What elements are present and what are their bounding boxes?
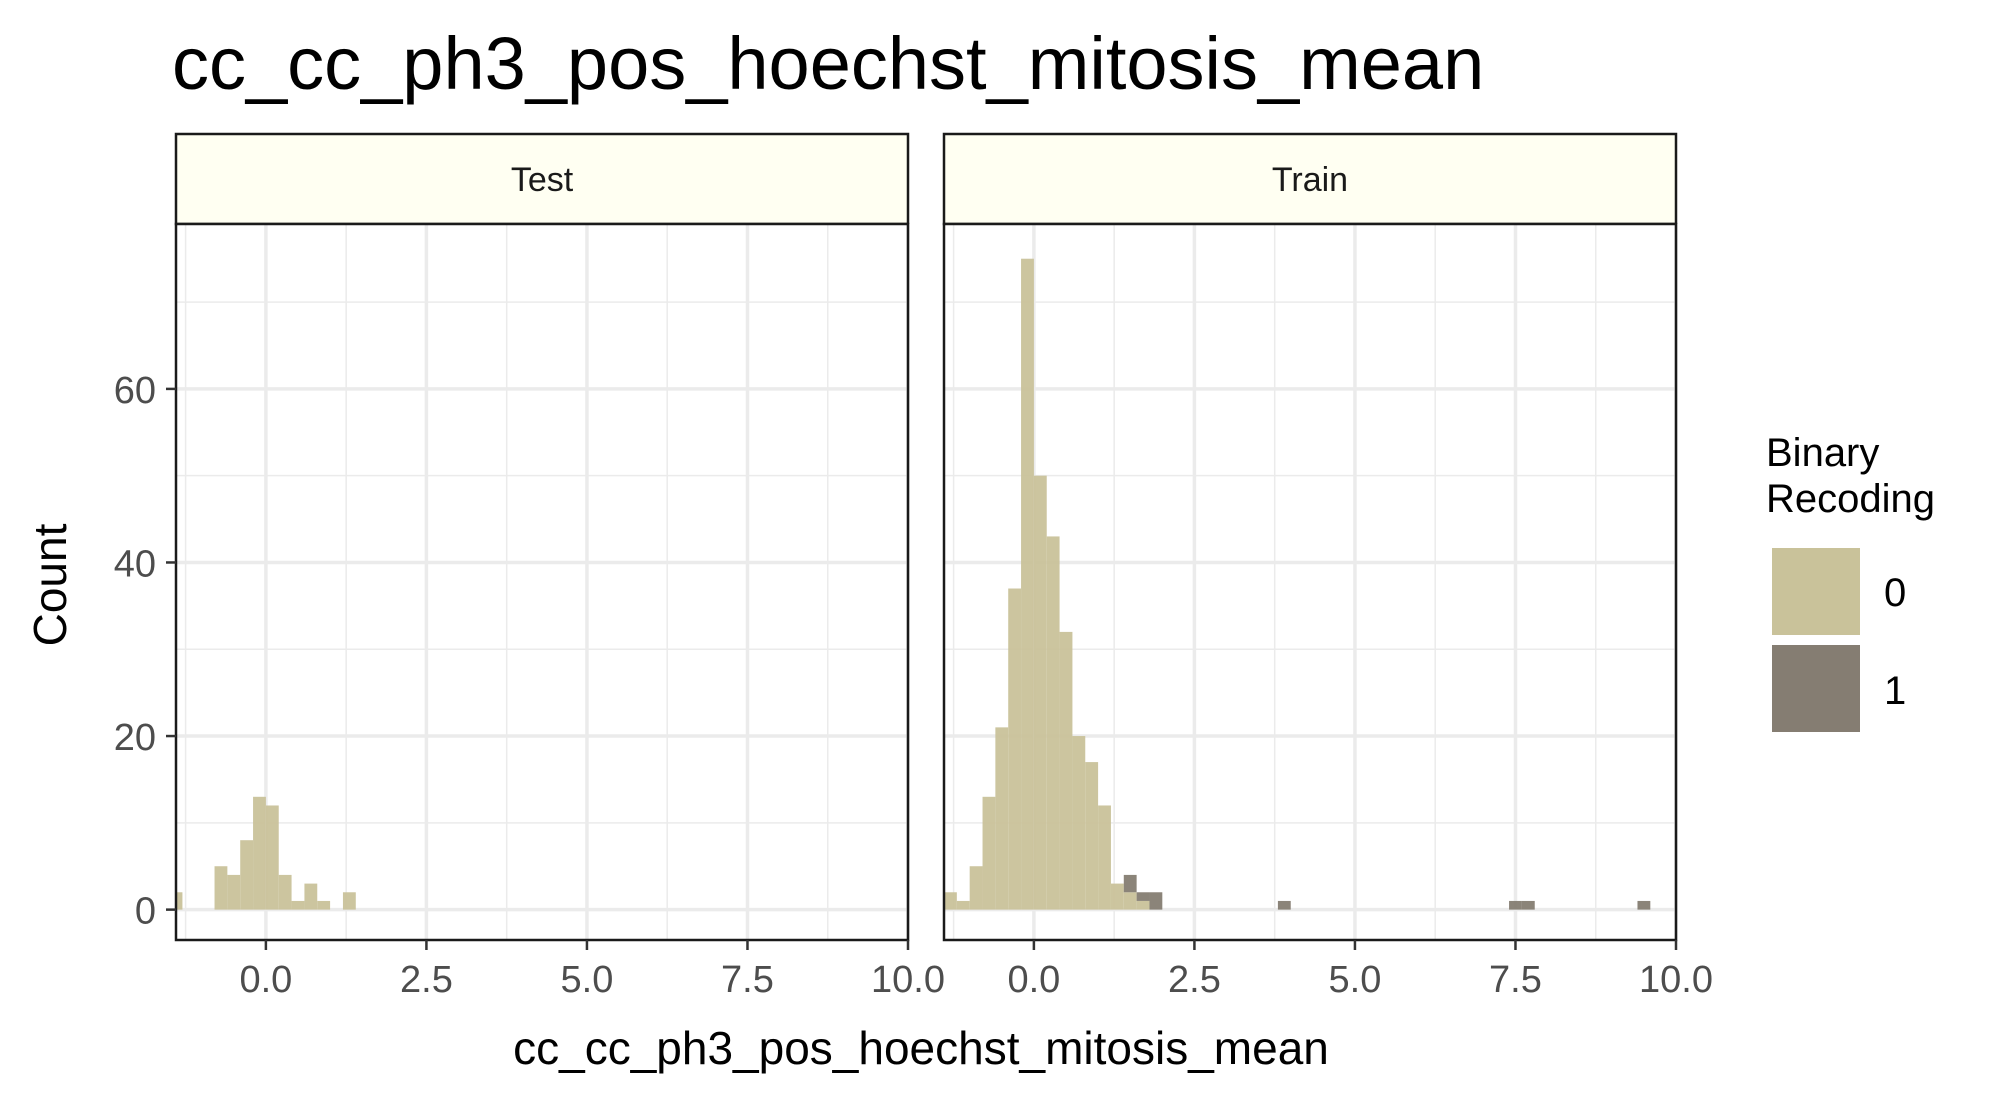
x-tick-label: 5.0	[1329, 959, 1382, 1001]
histogram-bar-train-series-0	[1110, 883, 1124, 910]
histogram-bar-train-series-1	[1123, 874, 1137, 893]
histogram-bar-test-series-0	[278, 874, 292, 910]
x-tick-label: 2.5	[1168, 959, 1221, 1001]
y-tick-label: 40	[114, 543, 156, 585]
histogram-bar-test-series-0	[304, 883, 318, 910]
histogram-bar-train-series-0	[1059, 631, 1073, 910]
legend-key-0	[1772, 548, 1860, 635]
x-axis-title: cc_cc_ph3_pos_hoechst_mitosis_mean	[513, 1022, 1329, 1074]
panel-background-test	[176, 224, 908, 940]
histogram-bar-train-series-1	[1149, 892, 1163, 910]
chart-title: cc_cc_ph3_pos_hoechst_mitosis_mean	[172, 22, 1484, 105]
histogram-bar-train-series-0	[1136, 900, 1150, 910]
histogram-bar-train-series-1	[1521, 900, 1535, 910]
histogram-bar-train-series-1	[1277, 900, 1291, 910]
histogram-bar-train-series-0	[982, 796, 996, 910]
legend-key-1	[1772, 645, 1860, 732]
legend: Binary Recoding 0 1	[1766, 431, 1935, 732]
histogram-bar-train-series-0	[1072, 736, 1086, 910]
histogram-bar-train-series-0	[944, 892, 957, 910]
histogram-bar-train-series-0	[995, 727, 1009, 910]
histogram-bar-train-series-1	[1637, 900, 1651, 910]
legend-label-0: 0	[1884, 571, 1906, 615]
x-tick-label: 5.0	[561, 959, 614, 1001]
histogram-bar-train-series-0	[1021, 258, 1034, 910]
histogram-bar-test-series-0	[291, 900, 305, 910]
panel-border-train	[942, 222, 1678, 942]
histogram-bar-train-series-0	[1046, 536, 1060, 910]
y-tick-label: 60	[114, 370, 156, 412]
bars-test	[176, 796, 356, 910]
histogram-bar-train-series-0	[956, 900, 970, 910]
x-tick-label: 0.0	[239, 959, 292, 1001]
x-tick-label: 10.0	[1639, 959, 1713, 1001]
x-tick-label: 0.0	[1007, 959, 1060, 1001]
histogram-bar-test-series-0	[317, 900, 331, 910]
histogram-bar-test-series-0	[240, 840, 254, 910]
histogram-bar-test-series-0	[253, 796, 266, 910]
strip-label-test: Test	[511, 161, 574, 199]
strip-label-train: Train	[1272, 161, 1348, 199]
histogram-bar-test-series-0	[342, 892, 356, 910]
facet-panels: Test 0.0 2.5 5.0 7.5 10.0 0 20 40 60 Train 0.0 2.5 5.…	[114, 132, 1713, 1001]
legend-label-1: 1	[1884, 669, 1906, 713]
histogram-bar-test-series-0	[227, 874, 241, 910]
histogram-bar-train-series-0	[1008, 588, 1022, 910]
x-tick-label: 10.0	[871, 959, 945, 1001]
histogram-bar-test-series-0	[214, 866, 228, 910]
legend-title-line-1: Binary	[1766, 431, 1879, 475]
strip-test	[174, 132, 910, 226]
histogram-bar-train-series-0	[969, 866, 983, 910]
x-tick-label: 7.5	[1489, 959, 1542, 1001]
histogram-bar-train-series-1	[1509, 900, 1522, 910]
panel-test: Test 0.0 2.5 5.0 7.5 10.0 0 20 40 60	[114, 132, 945, 1001]
histogram-bar-test-series-0	[176, 892, 183, 910]
legend-title-line-2: Recoding	[1766, 477, 1935, 521]
histogram-bar-train-series-0	[1123, 892, 1137, 910]
panel-border-test	[174, 222, 910, 942]
panel-train: Train 0.0 2.5 5.0 7.5 10.0	[942, 132, 1713, 1001]
histogram-bar-train-series-0	[1098, 805, 1111, 910]
strip-train	[942, 132, 1678, 226]
y-axis-title: Count	[24, 523, 76, 646]
histogram-bar-train-series-0	[1033, 475, 1047, 910]
y-tick-label: 0	[135, 891, 156, 933]
x-tick-label: 7.5	[721, 959, 774, 1001]
y-tick-label: 20	[114, 717, 156, 759]
bars-train	[944, 258, 1651, 910]
histogram-bar-train-series-1	[1136, 892, 1150, 901]
x-tick-label: 2.5	[400, 959, 453, 1001]
histogram-bar-train-series-0	[1085, 762, 1099, 910]
histogram-bar-test-series-0	[265, 805, 279, 910]
